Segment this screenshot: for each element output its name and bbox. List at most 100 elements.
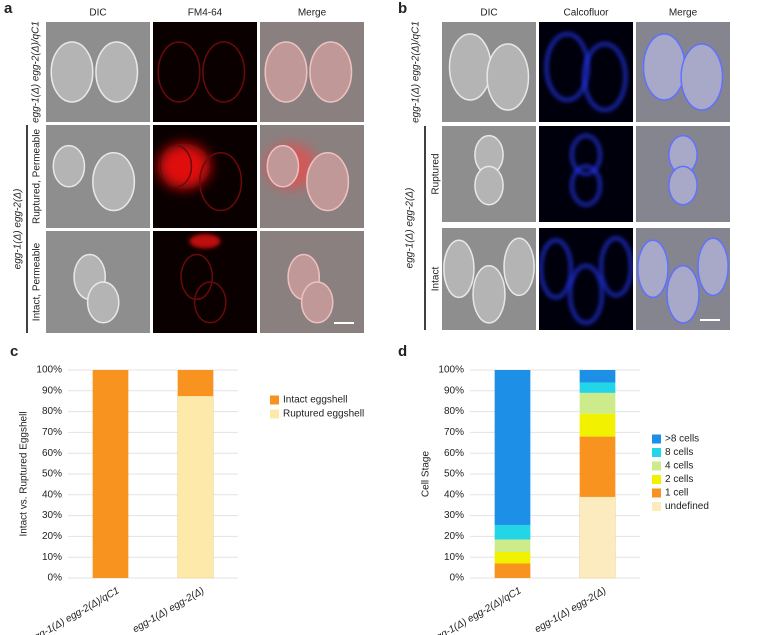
legend-label: 2 cells	[665, 474, 693, 485]
embryo	[668, 165, 698, 206]
panel-label: d	[398, 343, 407, 360]
embryo	[568, 264, 604, 325]
row-label: Ruptured, Permeable	[32, 129, 43, 224]
row-label: Intact	[431, 267, 442, 292]
micrograph-bg	[539, 22, 633, 122]
embryo	[52, 144, 86, 188]
micrograph	[539, 126, 633, 222]
embryo	[306, 152, 350, 212]
embryo	[300, 281, 334, 324]
micrograph	[46, 231, 150, 333]
column-header: DIC	[480, 8, 497, 19]
y-tick-label: 90%	[444, 385, 464, 396]
embryo	[193, 281, 227, 324]
y-tick-label: 100%	[36, 365, 62, 376]
micrograph	[153, 22, 257, 122]
micrograph	[260, 231, 364, 333]
fluorescence	[189, 234, 221, 249]
micrograph	[153, 231, 257, 333]
legend-label: Ruptured eggshell	[283, 409, 364, 420]
embryo	[599, 236, 633, 297]
legend-label: >8 cells	[665, 434, 699, 445]
row-label: egg-1(Δ) egg-2(Δ)/qC1	[31, 21, 42, 123]
micrograph	[636, 228, 730, 330]
embryo	[199, 152, 243, 212]
embryo	[570, 134, 602, 176]
embryo	[570, 164, 602, 207]
bar-segment	[494, 539, 531, 552]
bar-segment	[579, 436, 616, 497]
y-tick-label: 40%	[444, 489, 464, 500]
embryo	[443, 239, 475, 299]
legend-label: undefined	[665, 501, 709, 512]
bar-segment	[579, 392, 616, 414]
micrograph	[442, 228, 536, 330]
y-axis-label: Intact vs. Ruptured Eggshell	[19, 411, 30, 536]
y-tick-label: 60%	[444, 448, 464, 459]
x-tick-label: egg-1(Δ) egg-2(Δ)	[533, 585, 608, 635]
embryo	[545, 32, 590, 102]
bar-segment	[92, 370, 129, 578]
micrograph	[46, 22, 150, 122]
embryo	[474, 165, 504, 206]
embryo	[472, 264, 506, 324]
y-tick-label: 70%	[42, 427, 62, 438]
column-header: DIC	[89, 8, 106, 19]
x-tick-label: egg-1(Δ) egg-2(Δ)/qC1	[28, 585, 122, 635]
group-label: egg-1(Δ) egg-2(Δ)	[13, 189, 24, 270]
legend-label: Intact eggshell	[283, 395, 348, 406]
embryo	[448, 33, 492, 101]
bar-segment	[494, 552, 531, 564]
micrograph	[442, 126, 536, 222]
embryo	[642, 33, 686, 101]
micrograph-bg	[539, 228, 633, 330]
bar-segment	[579, 496, 616, 579]
bar-segment	[494, 563, 531, 578]
embryo	[159, 144, 193, 188]
bar-segment	[579, 413, 616, 437]
row-label: egg-1(Δ) egg-2(Δ)/qC1	[411, 21, 422, 123]
embryo	[680, 43, 724, 111]
embryo	[50, 41, 94, 103]
row-label: Intact, Permeable	[32, 242, 43, 321]
embryo	[92, 152, 136, 212]
y-tick-label: 50%	[444, 469, 464, 480]
legend-swatch	[652, 502, 661, 511]
y-tick-label: 0%	[450, 573, 465, 584]
column-header: Calcofluor	[563, 8, 609, 19]
y-tick-label: 100%	[438, 365, 464, 376]
bar-segment	[177, 395, 214, 579]
embryo	[666, 264, 700, 324]
group-label: egg-1(Δ) egg-2(Δ)	[405, 188, 416, 269]
y-tick-label: 70%	[444, 427, 464, 438]
y-tick-label: 20%	[444, 531, 464, 542]
micrograph	[260, 125, 364, 228]
legend-swatch	[270, 395, 279, 405]
embryo	[582, 42, 627, 112]
panel-label: c	[10, 343, 18, 360]
y-tick-label: 10%	[42, 552, 62, 563]
embryo	[486, 43, 530, 111]
y-tick-label: 10%	[444, 552, 464, 563]
y-tick-label: 80%	[42, 406, 62, 417]
legend-label: 1 cell	[665, 488, 688, 499]
micrograph	[539, 22, 633, 122]
legend-label: 4 cells	[665, 461, 693, 472]
panel-label: a	[4, 0, 13, 17]
column-header: Merge	[298, 8, 327, 19]
legend-swatch	[270, 409, 279, 419]
micrograph	[539, 228, 633, 330]
embryo	[180, 253, 214, 301]
embryo	[86, 281, 120, 324]
bar-segment	[494, 370, 531, 525]
embryo	[266, 144, 300, 188]
y-tick-label: 30%	[42, 510, 62, 521]
y-tick-label: 90%	[42, 385, 62, 396]
legend-swatch	[652, 488, 661, 498]
micrograph	[46, 125, 150, 228]
y-tick-label: 20%	[42, 531, 62, 542]
micrograph	[260, 22, 364, 122]
legend-label: 8 cells	[665, 447, 693, 458]
embryo	[637, 239, 669, 299]
embryo	[264, 41, 308, 103]
